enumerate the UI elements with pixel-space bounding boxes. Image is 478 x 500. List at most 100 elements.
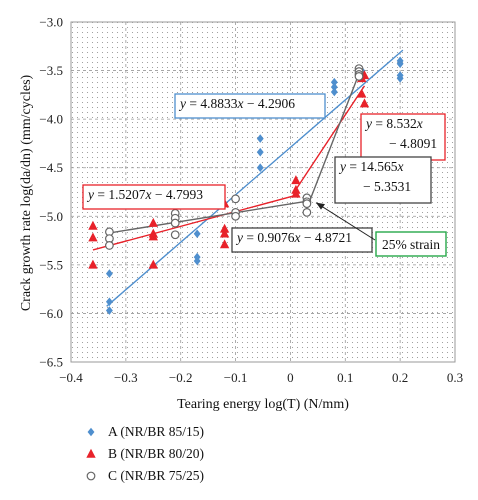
equation-box-2	[334, 156, 432, 204]
equation-segment: − 4.8091	[389, 136, 437, 151]
x-tick-label: 0	[287, 370, 294, 385]
equation-box-0	[174, 93, 326, 119]
data-point-series-1	[148, 231, 158, 241]
equation-text-1: y = 8.532x	[364, 116, 423, 131]
fit-line-series-0-0	[106, 49, 404, 307]
data-point-series-0	[193, 256, 201, 266]
legend-label-1: B (NR/BR 80/20)	[108, 446, 204, 461]
x-tick-label: −0.1	[224, 370, 248, 385]
fit-line-series-2-1	[305, 66, 363, 212]
x-tick-label: −0.2	[169, 370, 193, 385]
strain-arrow-line	[315, 202, 376, 241]
y-tick-label: −4.0	[39, 112, 63, 127]
equation-segment: = 1.5207	[94, 187, 146, 202]
strain-arrow-head	[316, 202, 325, 210]
data-point-series-1	[148, 217, 158, 227]
data-point-series-2	[231, 211, 240, 221]
equation-segment: − 4.2906	[244, 96, 296, 111]
equation-segment: x	[294, 230, 301, 245]
equation-segment: − 4.8721	[301, 230, 353, 245]
equation-segment: y	[86, 187, 94, 202]
equation-segment: x	[397, 159, 404, 174]
data-point-series-1	[88, 232, 98, 242]
y-tick-label: −5.0	[39, 209, 63, 224]
equation-segment: = 8.532	[372, 116, 417, 131]
data-point-series-1	[291, 175, 301, 185]
equation-segment: = 0.9076	[243, 230, 295, 245]
data-point-series-0	[105, 269, 113, 278]
data-point-series-1	[148, 259, 158, 269]
fit-lines	[92, 49, 404, 307]
y-tick-label: −4.5	[39, 160, 63, 175]
data-point-series-1	[291, 188, 301, 198]
equation-text-3: y = 1.5207x − 4.7993	[86, 187, 203, 202]
data-point-series-0	[256, 163, 264, 173]
equation-segment: x	[416, 116, 423, 131]
y-tick-label: −3.5	[39, 63, 63, 78]
equation-text-1: − 4.8091	[389, 136, 437, 151]
equation-text-4: y = 0.9076x − 4.8721	[235, 230, 352, 245]
y-tick-label: −5.5	[39, 257, 63, 272]
x-tick-label: 0.2	[392, 370, 408, 385]
strain-box	[375, 231, 447, 257]
equation-segment: y	[178, 96, 186, 111]
data-point-series-1	[219, 228, 230, 238]
equation-text-2: y = 14.565x	[338, 159, 404, 174]
fit-line-series-1-1	[295, 85, 366, 190]
y-tick-label: −3.0	[39, 15, 63, 30]
data-point-series-2	[170, 230, 180, 240]
data-point-series-0	[193, 229, 201, 239]
equation-text-0: y = 4.8833x − 4.2906	[178, 96, 295, 111]
equation-segment: y	[364, 116, 372, 131]
legend-marker-0	[87, 427, 95, 437]
plot-area-frame	[70, 21, 456, 363]
data-point-series-2	[104, 241, 114, 250]
equation-box-3	[82, 184, 226, 210]
legend-label-0: A (NR/BR 85/15)	[108, 424, 204, 439]
equation-segment: − 4.7993	[152, 187, 204, 202]
equation-segment: = 14.565	[346, 159, 398, 174]
data-points	[88, 56, 404, 315]
strain-label: 25% strain	[382, 237, 440, 252]
x-axis-ticks: −0.4 −0.3 −0.2 −0.1 0 0.1 0.2 0.3	[59, 370, 463, 385]
data-point-series-0	[330, 82, 338, 92]
equation-segment: x	[145, 187, 152, 202]
data-point-series-0	[105, 297, 113, 307]
equation-segment: − 5.3531	[363, 179, 411, 194]
y-tick-label: −6.5	[39, 355, 63, 370]
data-point-series-0	[396, 59, 404, 69]
equation-segment: x	[237, 96, 244, 111]
legend-marker-2	[86, 471, 96, 481]
data-point-series-1	[357, 88, 367, 98]
data-point-series-2	[354, 71, 364, 81]
x-tick-label: −0.3	[114, 370, 138, 385]
equation-segment: y	[235, 230, 243, 245]
data-point-series-1	[88, 259, 98, 269]
data-point-series-2	[302, 199, 312, 209]
data-point-series-0	[105, 306, 113, 315]
legend-label-2: C (NR/BR 75/25)	[108, 468, 204, 483]
fit-line-series-1-0	[92, 193, 299, 251]
y-axis-ticks: −6.5 −6.0 −5.5 −5.0 −4.5 −4.0 −3.5 −3.0	[39, 15, 63, 370]
fit-line-series-2-0	[106, 200, 309, 235]
data-point-series-1	[219, 223, 230, 233]
x-axis-title: Tearing energy log(T) (N/mm)	[177, 397, 349, 412]
data-point-series-1	[359, 98, 370, 108]
data-point-series-0	[256, 134, 264, 143]
legend-marker-1	[86, 448, 96, 458]
data-point-series-0	[330, 77, 338, 87]
y-tick-label: −6.0	[39, 306, 63, 321]
data-point-series-0	[396, 74, 404, 83]
equation-segment: = 4.8833	[186, 96, 238, 111]
data-point-series-0	[330, 87, 338, 97]
data-point-series-1	[219, 239, 230, 249]
x-tick-label: 0.3	[447, 370, 463, 385]
data-point-series-2	[302, 207, 312, 217]
equation-box-1	[360, 113, 446, 161]
legend: A (NR/BR 85/15) B (NR/BR 80/20) C (NR/BR 7…	[86, 424, 204, 483]
data-point-series-2	[231, 194, 240, 204]
equation-text-2: − 5.3531	[363, 179, 411, 194]
data-point-series-2	[170, 218, 180, 228]
